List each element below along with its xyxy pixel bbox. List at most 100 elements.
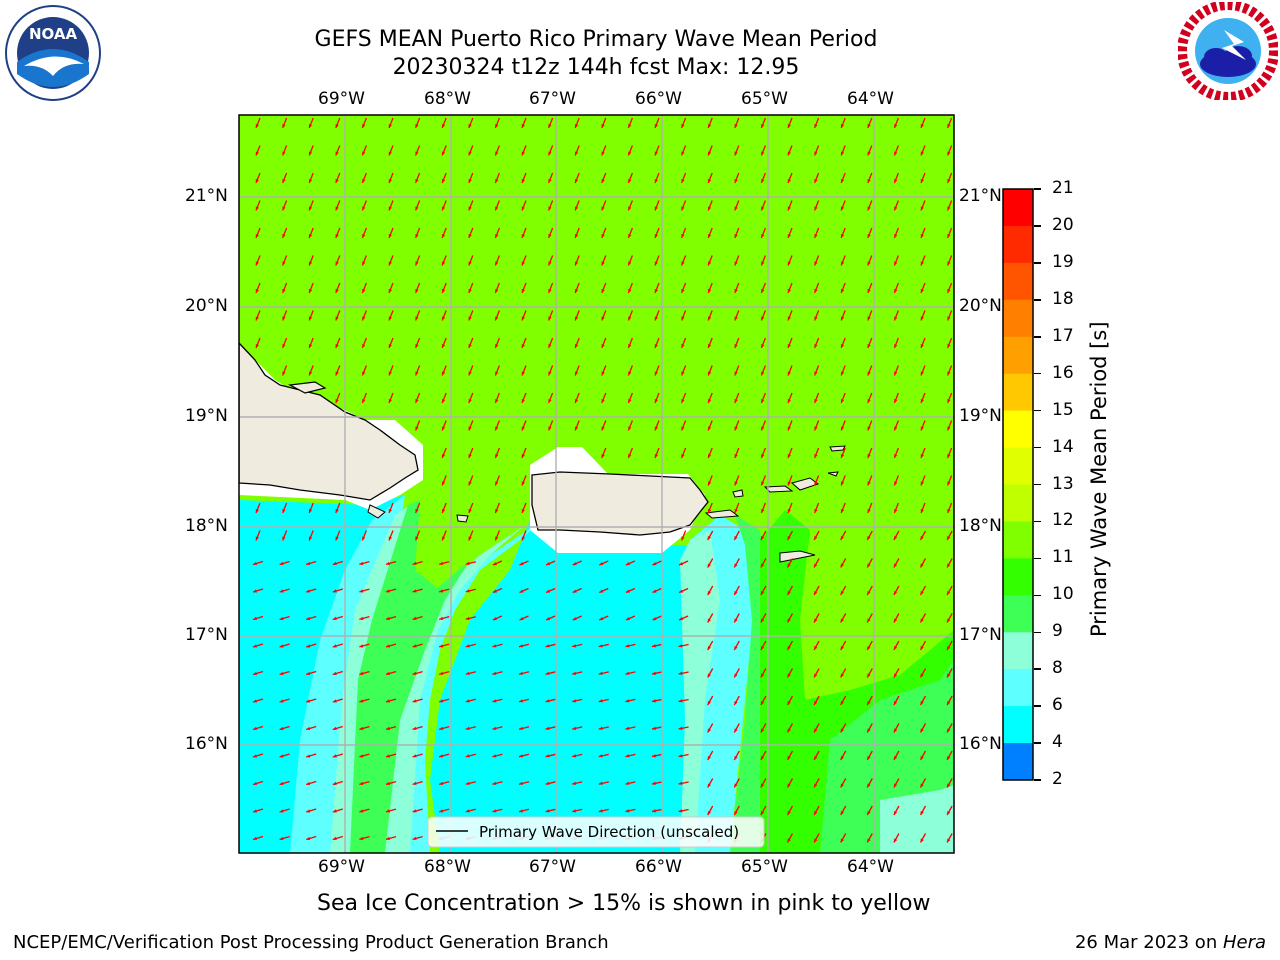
- wave-arrow-head: [840, 124, 845, 128]
- wave-arrow-head: [894, 399, 898, 403]
- wave-arrow-head: [814, 811, 818, 815]
- wave-arrow-head: [253, 616, 257, 621]
- wave-arrow-head: [840, 289, 845, 293]
- colorbar-segment: [1003, 336, 1033, 375]
- wave-arrow-head: [519, 781, 523, 786]
- wave-arrow-head: [282, 344, 286, 348]
- wave-arrow-head: [465, 781, 470, 786]
- wave-arrow-head: [572, 671, 577, 676]
- wave-arrow-head: [465, 561, 470, 566]
- wave-arrow-head: [415, 151, 419, 156]
- wave-arrow-head: [465, 589, 470, 593]
- wave-arrow-head: [415, 289, 419, 293]
- wave-arrow-head: [678, 671, 683, 675]
- wave-arrow-head: [308, 289, 313, 293]
- wave-arrow-head: [893, 728, 898, 733]
- land-hispaniola: [239, 342, 419, 501]
- wave-arrow-head: [388, 179, 392, 183]
- wave-arrow-head: [894, 234, 898, 238]
- wave-arrow-head: [787, 454, 791, 458]
- wave-arrow-head: [840, 838, 844, 843]
- wave-arrow-head: [253, 589, 257, 593]
- wave-arrow-head: [548, 179, 552, 183]
- lat-label-left-19n: 19°N: [185, 406, 228, 426]
- wave-arrow-head: [388, 151, 392, 156]
- wave-arrow-head: [601, 344, 605, 348]
- wave-arrow-head: [707, 591, 711, 595]
- wave-arrow-head: [840, 179, 845, 183]
- wave-arrow-head: [362, 399, 366, 403]
- wave-arrow-head: [652, 644, 656, 648]
- wave-arrow-head: [546, 561, 551, 566]
- wave-arrow-head: [920, 234, 924, 238]
- wave-arrow-head: [545, 699, 550, 703]
- wave-arrow-head: [707, 426, 712, 431]
- colorbar-tick: [1034, 668, 1041, 670]
- wave-arrow-head: [920, 371, 924, 376]
- lon-label-top-68w: 68°W: [424, 89, 471, 109]
- wave-arrow-head: [253, 754, 257, 758]
- wave-band-6-8-west: [239, 495, 405, 853]
- wave-arrow-head: [761, 481, 765, 486]
- wave-arrow-head: [654, 399, 658, 403]
- wave-arrow-head: [947, 261, 951, 266]
- wave-arrow-head: [519, 809, 523, 813]
- wave-arrow-head: [787, 234, 791, 238]
- wave-arrow-head: [412, 726, 417, 731]
- wave-arrow-head: [734, 399, 738, 403]
- lat-label-left-20n: 20°N: [185, 296, 228, 316]
- wave-arrow-head: [306, 561, 311, 566]
- wave-arrow-head: [362, 124, 366, 128]
- wave-arrow-head: [814, 151, 818, 156]
- wave-arrow-head: [308, 316, 313, 321]
- wave-arrow-head: [760, 756, 765, 760]
- wave-arrow-head: [840, 673, 844, 678]
- wave-arrow-head: [386, 781, 390, 786]
- wave-arrow-head: [787, 316, 791, 321]
- wave-arrow-head: [787, 618, 791, 623]
- national-weather-service-logo: [1178, 2, 1278, 100]
- wave-arrow-head: [652, 754, 656, 758]
- wave-arrow-head: [867, 756, 871, 760]
- wave-arrow-head: [574, 234, 579, 238]
- wave-arrow-head: [894, 454, 898, 458]
- wave-arrow-head: [814, 124, 818, 128]
- wave-arrow-head: [332, 644, 337, 648]
- wave-arrow-head: [707, 673, 711, 678]
- wave-arrow-head: [867, 673, 871, 678]
- wave-arrow-head: [601, 371, 605, 376]
- wave-arrow-head: [495, 289, 499, 293]
- wave-arrow-head: [894, 261, 898, 266]
- wave-arrow-head: [814, 563, 818, 568]
- colorbar-tick: [1034, 557, 1041, 560]
- wave-arrow-head: [548, 151, 552, 156]
- wave-arrow-head: [840, 618, 844, 623]
- wave-arrow-head: [894, 124, 898, 128]
- colorbar-tick-label: 4: [1052, 732, 1063, 753]
- wave-arrow-head: [628, 151, 632, 156]
- wave-arrow-head: [681, 124, 685, 128]
- wave-arrow-head: [468, 261, 472, 266]
- wave-arrow-head: [814, 673, 818, 678]
- wave-arrow-head: [279, 699, 284, 703]
- wave-arrow-head: [332, 616, 337, 621]
- wave-arrow-head: [332, 781, 337, 786]
- wave-arrow-head: [679, 561, 684, 566]
- wave-arrow-head: [548, 371, 552, 376]
- wave-arrow-head: [840, 701, 844, 705]
- colorbar-frame: [1002, 188, 1034, 781]
- wave-arrow-head: [707, 756, 711, 760]
- colorbar-segment: [1003, 484, 1033, 522]
- wave-arrow-head: [678, 644, 683, 648]
- wave-arrow-head: [628, 261, 632, 266]
- wave-arrow-head: [279, 671, 284, 676]
- wave-arrow-head: [415, 234, 419, 238]
- chart-subtitle: 20230324 t12z 144h fcst Max: 12.95: [392, 55, 800, 80]
- wave-arrow-head: [415, 124, 419, 128]
- wave-arrow-head: [255, 179, 259, 183]
- sea-ice-caption: Sea Ice Concentration > 15% is shown in …: [317, 891, 931, 916]
- wave-arrow-head: [867, 151, 871, 156]
- wave-arrow-head: [335, 206, 339, 211]
- wave-arrow-head: [840, 426, 845, 431]
- colorbar-tick-label: 14: [1052, 436, 1074, 457]
